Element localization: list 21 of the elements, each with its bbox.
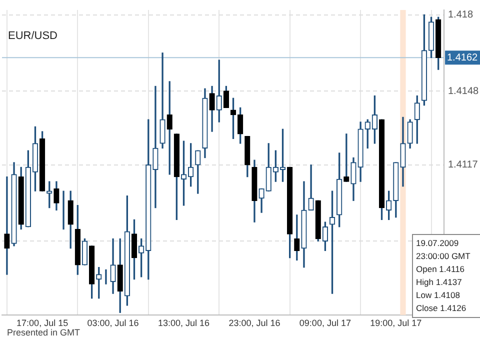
y-tick-label: 1.4148	[448, 86, 480, 97]
text: EUR/USD	[8, 30, 58, 42]
text: Presented in GMT	[7, 327, 81, 338]
x-tick-label: 09:00, Jul 17	[299, 318, 351, 328]
annotation: 23:00:00 GMT	[416, 250, 472, 263]
x-tick-label: 17:00, Jul 15	[16, 318, 68, 328]
annotation: High 1.4137	[416, 276, 463, 289]
annotation: Close 1.4126	[416, 302, 468, 315]
x-tick-label: 13:00, Jul 16	[158, 318, 210, 328]
x-tick-label: 23:00, Jul 16	[228, 318, 280, 328]
y-tick-label: 1.4117	[448, 160, 478, 171]
candlestick	[4, 176, 10, 275]
x-tick-label: 19:00, Jul 17	[370, 318, 422, 328]
y-tick-label: 1.418	[448, 10, 474, 21]
ref-line-label: 1.4162	[447, 52, 478, 64]
candlestick	[160, 52, 166, 149]
candlestick	[152, 86, 158, 208]
x-tick-label: 03:00, Jul 16	[87, 318, 139, 328]
annotation: Open 1.4116	[416, 263, 466, 276]
annotation: 19.07.2009	[416, 237, 460, 250]
annotation: Low 1.4108	[416, 289, 461, 302]
